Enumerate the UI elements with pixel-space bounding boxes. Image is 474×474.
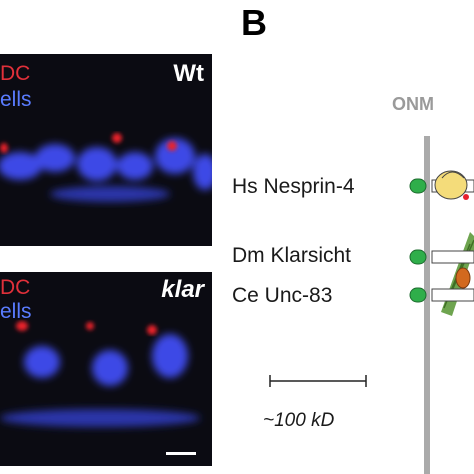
red-markers bbox=[16, 321, 157, 335]
membrane-label: ONM bbox=[392, 94, 434, 114]
micrograph-wildtype: DC ells Wt bbox=[0, 54, 212, 246]
nuclei-band bbox=[0, 334, 200, 427]
stain-label-red: DC bbox=[0, 62, 31, 85]
protein-bar-unc83 bbox=[409, 287, 474, 303]
red-markers bbox=[0, 133, 177, 153]
kd-scale-bar bbox=[269, 375, 367, 387]
stain-label-blue: ells bbox=[0, 88, 32, 111]
dynein-motor bbox=[455, 267, 471, 289]
protein-label-nesprin4: Hs Nesprin-4 bbox=[232, 175, 355, 198]
protein-label-unc83: Ce Unc-83 bbox=[232, 284, 333, 307]
genotype-label: Wt bbox=[173, 60, 204, 87]
genotype-label: klar bbox=[161, 276, 204, 303]
nuclei-image bbox=[0, 321, 200, 427]
membrane-line bbox=[424, 136, 430, 474]
protein-bar-nesprin4 bbox=[409, 170, 474, 200]
stain-label-red: DC bbox=[0, 276, 31, 299]
stain-label-blue: ells bbox=[0, 300, 32, 323]
nuclei-band bbox=[0, 138, 212, 202]
micrograph-klar: DC ells klar bbox=[0, 272, 212, 466]
nuclei-image bbox=[0, 133, 212, 202]
protein-label-klarsicht: Dm Klarsicht bbox=[232, 244, 352, 267]
protein-bar-klarsicht bbox=[409, 249, 474, 265]
scale-bar-label: ~100 kD bbox=[263, 410, 335, 431]
panel-letter: B bbox=[241, 2, 267, 43]
micrograph-scale-bar bbox=[166, 452, 196, 455]
